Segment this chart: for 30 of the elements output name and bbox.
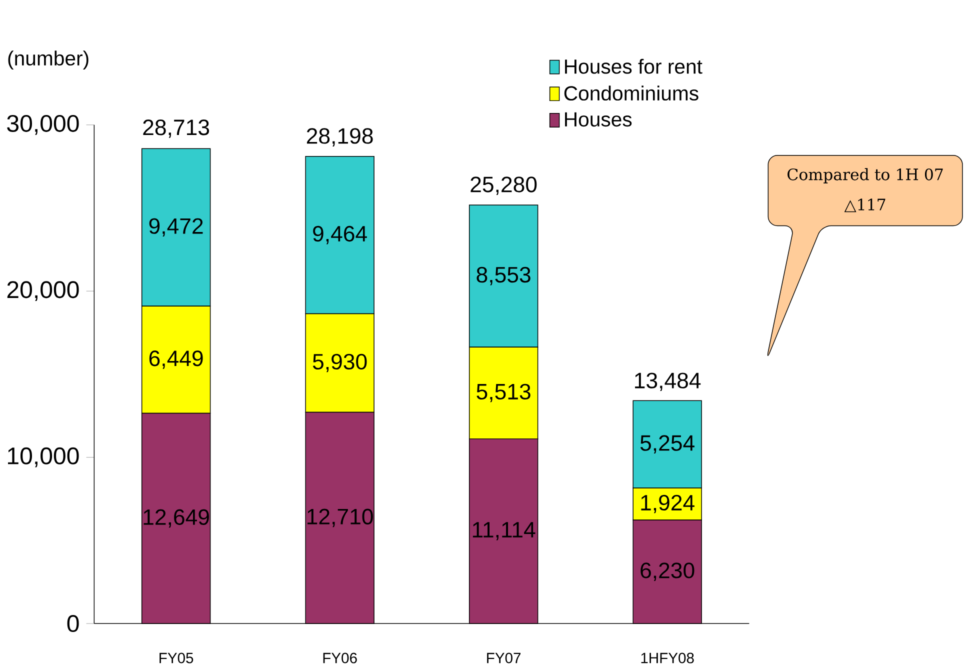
data-label: 6,449 bbox=[149, 350, 203, 370]
legend-label: Condominiums bbox=[564, 86, 698, 101]
y-tick-label: 10,000 bbox=[8, 448, 79, 468]
data-label: 12,649 bbox=[144, 509, 209, 528]
data-label: 5,930 bbox=[312, 354, 367, 372]
x-tick-label: 1HFY08 bbox=[641, 652, 694, 664]
data-label: 5,254 bbox=[640, 435, 694, 454]
data-label: 1,924 bbox=[641, 495, 694, 514]
legend-label: Houses bbox=[565, 112, 632, 127]
data-label: 11,114 bbox=[472, 522, 536, 540]
y-tick-label: 0 bbox=[67, 615, 79, 632]
text: Compared to 1H 07 bbox=[788, 168, 943, 184]
text: △117 bbox=[844, 198, 886, 212]
data-label: 5,513 bbox=[476, 384, 530, 402]
x-tick-label: FY06 bbox=[323, 652, 357, 664]
y-axis-title: (number) bbox=[8, 50, 88, 70]
annotation: 25,280 bbox=[470, 176, 537, 196]
legend-label: Houses for rent bbox=[565, 59, 702, 74]
annotation: 28,198 bbox=[306, 128, 373, 147]
annotation: 28,713 bbox=[143, 120, 210, 138]
data-label: 12,710 bbox=[308, 508, 373, 528]
annotation: 13,484 bbox=[635, 372, 701, 392]
y-tick-label: 20,000 bbox=[7, 281, 79, 302]
data-label: 6,230 bbox=[640, 562, 694, 582]
data-label: 8,553 bbox=[476, 267, 530, 286]
x-tick-label: FY05 bbox=[160, 652, 194, 664]
y-tick-label: 30,000 bbox=[7, 115, 79, 135]
x-tick-label: FY07 bbox=[487, 652, 521, 664]
data-label: 9,464 bbox=[313, 226, 367, 244]
data-label: 9,472 bbox=[149, 218, 203, 237]
